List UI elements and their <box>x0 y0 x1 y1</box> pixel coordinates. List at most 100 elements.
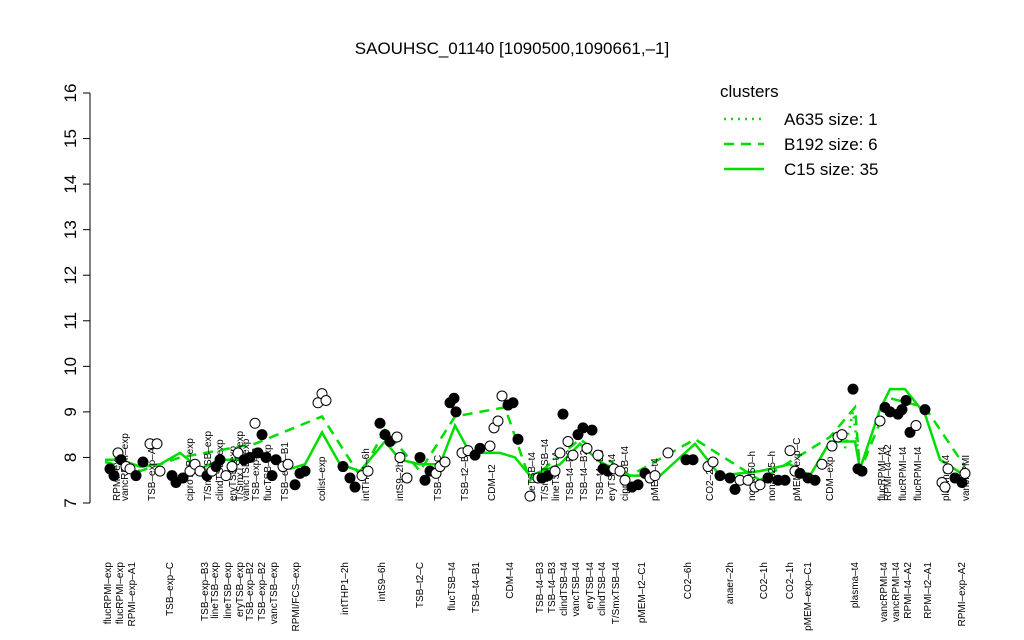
point <box>394 451 406 463</box>
point <box>374 417 386 429</box>
point <box>856 465 868 477</box>
point <box>337 461 349 473</box>
y-tick-label: 15 <box>61 129 80 148</box>
sample-label: TSB–t4–B1 <box>471 562 482 614</box>
sample-label: T/SmxTSB–t4 <box>540 438 551 501</box>
sample-label: T/SmxTSB–exp <box>235 431 246 501</box>
sample-label: CO2–2h <box>705 464 716 501</box>
point <box>557 408 569 420</box>
point <box>220 470 232 482</box>
sample-label: lineTSB–exp <box>223 562 234 619</box>
point <box>836 429 848 441</box>
point <box>419 474 431 486</box>
point <box>448 392 460 404</box>
y-tick-label: 12 <box>61 266 80 285</box>
point <box>687 454 699 466</box>
sample-label: vancRPMI–t4 <box>891 562 902 622</box>
point <box>586 424 598 436</box>
sample-label: CO2–6h <box>683 562 694 599</box>
point <box>130 470 142 482</box>
sample-label: eryTSB–t4 <box>607 453 618 501</box>
point <box>779 474 791 486</box>
legend-label: A635 size: 1 <box>784 110 878 129</box>
sample-label: vancRPMI–t4 <box>879 562 890 622</box>
point <box>896 404 908 416</box>
sample-label: TSB–t2–B1 <box>460 449 471 501</box>
sample-label: plasma–t4 <box>850 562 861 609</box>
y-tick-label: 11 <box>61 312 80 330</box>
point <box>270 454 282 466</box>
point <box>754 479 766 491</box>
point <box>904 426 916 438</box>
point <box>177 472 189 484</box>
sample-label: nonad50–h <box>747 451 758 501</box>
point <box>724 472 736 484</box>
sample-label: TSB–t4–B2 <box>565 449 576 501</box>
sample-label: CDM–t4 <box>505 562 516 599</box>
sample-label: flucRPMI–t4 <box>877 446 888 501</box>
point <box>729 483 741 495</box>
y-tick-label: 8 <box>61 453 80 462</box>
point <box>249 417 261 429</box>
cluster-line <box>104 396 967 483</box>
point <box>554 447 566 459</box>
legend-title: clusters <box>720 82 779 101</box>
point <box>592 449 604 461</box>
sample-label: RPMI–t4–A2 <box>883 444 894 501</box>
sample-label: RPMI–exp–A2 <box>957 562 968 627</box>
sample-label: intS9–2h <box>395 462 406 501</box>
sample-label: eryTSB–exp <box>235 562 246 617</box>
point <box>282 458 294 470</box>
sample-label: vancTSB–exp <box>269 562 280 625</box>
y-tick-label: 16 <box>61 84 80 103</box>
point <box>762 472 774 484</box>
sample-label: CDM–t2 <box>487 464 498 501</box>
point <box>289 479 301 491</box>
sample-label: TSB–exp–B2 <box>245 562 256 621</box>
sample-label: TSB–t2–C <box>415 562 426 608</box>
legend-label: C15 size: 35 <box>784 160 879 179</box>
point <box>874 415 886 427</box>
point <box>919 404 931 416</box>
y-tick-label: 9 <box>61 407 80 416</box>
point <box>581 442 593 454</box>
y-tick-label: 13 <box>61 220 80 239</box>
point <box>939 481 951 493</box>
point <box>784 445 796 457</box>
point <box>549 465 561 477</box>
point <box>619 474 631 486</box>
point <box>474 442 486 454</box>
point <box>900 395 912 406</box>
sample-label: TSB–exp–A <box>147 447 158 501</box>
point <box>484 440 496 452</box>
sample-label: intS9–6h <box>377 562 388 601</box>
sample-label: TSB–exp–C <box>165 562 176 616</box>
sample-label: flucRPMI–t4 <box>898 446 909 501</box>
point <box>151 438 163 450</box>
point <box>847 383 859 395</box>
point <box>524 490 536 502</box>
point <box>577 422 589 434</box>
point <box>714 470 726 482</box>
point <box>344 472 356 484</box>
legend-label: B192 size: 6 <box>784 135 878 154</box>
sample-label: flucRPMI–exp <box>103 562 114 625</box>
point <box>567 449 579 461</box>
point <box>826 440 838 452</box>
point <box>154 465 166 477</box>
point <box>910 420 922 432</box>
sample-label: colist–exp <box>317 456 328 501</box>
point <box>256 429 268 441</box>
sample-label: RPMI–t2–A1 <box>923 562 934 619</box>
sample-label: CO2–1h <box>785 562 796 599</box>
sample-label: TSB–t4–B3 <box>535 562 546 614</box>
sample-label: pMEM–t2–C1 <box>637 562 648 624</box>
sample-label: pMEM–exp–C1 <box>803 562 814 631</box>
sample-label: TSB–t4–B2 <box>579 449 590 501</box>
point <box>492 415 504 427</box>
sample-label: RPMI–t4–A2 <box>903 562 914 619</box>
sample-label: TSB–exp–B2 <box>257 562 268 621</box>
point <box>349 481 361 493</box>
sample-label: CO2–1h <box>759 562 770 599</box>
